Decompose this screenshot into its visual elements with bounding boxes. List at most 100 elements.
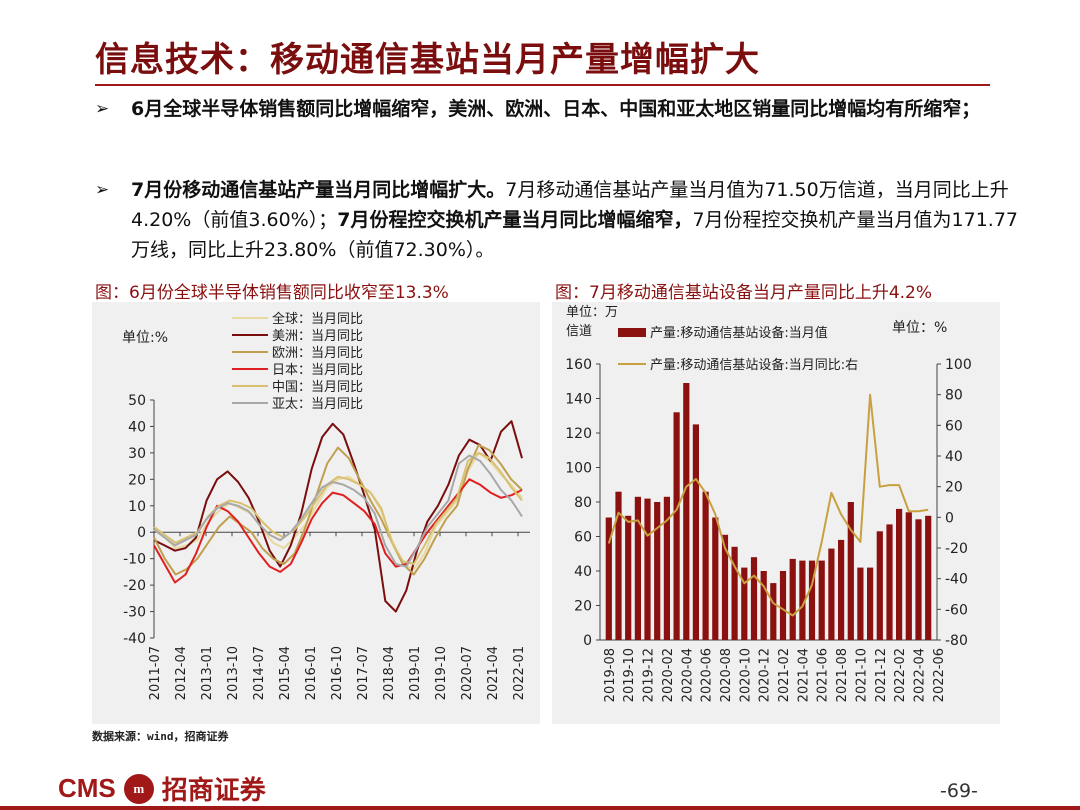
chart1-x-tick-label: 2016-01 [304, 646, 319, 700]
chart1-y-tick-label: 40 [128, 419, 146, 435]
chart2-bar [741, 567, 748, 640]
chart2-right-tick-label: 0 [945, 510, 954, 526]
chart2-x-tick-label: 2020-12 [758, 648, 773, 702]
chart1-legend-label: 美洲：当月同比 [272, 329, 363, 344]
chart2-right-unit-label: 单位：% [892, 320, 947, 336]
chart2-bar [838, 539, 845, 640]
chart1-x-tick-label: 2012-04 [174, 646, 189, 700]
chart2-x-tick-label: 2022-06 [932, 648, 947, 702]
chart2-right-tick-label: -20 [945, 541, 968, 557]
chart1-legend-label: 中国：当月同比 [272, 380, 363, 395]
chart2-right-tick-label: 20 [945, 480, 963, 496]
chart1-y-tick-label: 30 [128, 446, 146, 462]
chart2-left-tick-label: 80 [574, 495, 592, 511]
chart2-bar [779, 571, 787, 640]
bullet-arrow-icon: ➢ [95, 180, 110, 200]
chart2-bar [663, 496, 670, 640]
chart2-x-tick-label: 2021-12 [874, 648, 889, 702]
chart1-y-tick-label: -30 [123, 605, 146, 621]
chart2-bar [615, 491, 622, 640]
chart2-x-tick-label: 2019-08 [603, 648, 618, 702]
chart2-right-tick-label: 60 [945, 418, 963, 434]
chart2-bar [634, 496, 641, 640]
bullet-2-text-2: 7月份程控交换机产量当月值为171.77万线，同比上升23.80%（前值72.3… [131, 209, 1019, 261]
chart2-right-tick-label: 100 [945, 357, 972, 373]
chart2-bar [750, 557, 758, 640]
chart1-unit-label: 单位:% [122, 330, 168, 346]
bullet-arrow-icon: ➢ [95, 99, 110, 119]
chart2-bar [673, 412, 680, 640]
chart2-panel: 单位：万 信道 单位：% 160 140 120 100 80 60 40 20 0 100 80 60 40… [552, 302, 1000, 724]
chart2-bar [847, 502, 854, 640]
bullet-2: ➢ 7月份移动通信基站产量当月同比增幅扩大。7月移动通信基站产量当月值为71.5… [95, 175, 1025, 265]
footer-divider [0, 806, 1080, 810]
chart2-x-tick-label: 2021-10 [854, 648, 869, 702]
chart1-y-tick-label: -20 [123, 578, 146, 594]
bullet-1: ➢ 6月全球半导体销售额同比增幅缩窄，美洲、欧洲、日本、中国和亚太地区销量同比增… [95, 94, 1025, 124]
chart1-legend-label: 全球：当月同比 [272, 311, 363, 327]
chart1-y-tick-label: -10 [123, 552, 146, 568]
chart1-x-tick-label: 2017-07 [356, 646, 371, 700]
chart2-x-tick-label: 2021-06 [816, 648, 831, 702]
chart2-bar [721, 534, 729, 640]
chart1-series-line [153, 420, 523, 613]
chart2-left-tick-label: 20 [574, 599, 592, 615]
page-title: 信息技术：移动通信基站当月产量增幅扩大 [95, 40, 760, 80]
chart2-legend-label-bar: 产量:移动通信基站设备:当月值 [650, 325, 828, 341]
chart2-right-tick-label: -40 [945, 572, 968, 588]
chart1-panel: 单位:% 50 40 30 20 10 0 -10 -20 -30 -40 2011-07 2012-0… [92, 302, 540, 724]
chart1-x-tick-label: 2020-07 [460, 646, 475, 700]
chart1-y-tick-label: -40 [123, 631, 146, 647]
chart1-caption: 图：6月份全球半导体销售额同比收窄至13.3% [95, 283, 449, 303]
chart2-left-tick-label: 140 [565, 392, 592, 408]
bullet-2-text: 7月移动通信基站产量当月值为71.50万信道，当月同比上升4.20%（前值3.6… [131, 179, 1009, 231]
chart1-x-tick-label: 2019-01 [408, 646, 423, 700]
bullet-1-bold: 6月全球半导体销售额同比增幅缩窄，美洲、欧洲、日本、中国和亚太地区销量同比增幅均… [131, 98, 981, 120]
logo-mark-icon: m [123, 773, 154, 804]
chart2-caption: 图：7月移动通信基站设备当月产量同比上升4.2% [555, 283, 933, 303]
chart2-bar [605, 517, 612, 640]
chart2-x-tick-label: 2019-12 [642, 648, 657, 702]
chart2-bar [760, 571, 767, 640]
chart1-x-tick-label: 2021-04 [486, 646, 501, 700]
logo-cn-text: 招商证券 [161, 776, 266, 806]
chart2-bar [712, 517, 719, 640]
chart1-series-line [153, 454, 523, 568]
chart2-left-tick-label: 120 [565, 426, 592, 442]
chart2-right-tick-label: -60 [945, 602, 968, 618]
chart1-x-tick-label: 2015-04 [278, 646, 293, 700]
chart2-bar [915, 519, 922, 641]
chart2-bar [644, 498, 651, 640]
chart2-bar [925, 515, 932, 640]
company-logo: CMS m 招商证券 [58, 770, 266, 807]
chart1-y-tick-label: 10 [128, 499, 146, 515]
chart2-bar [789, 558, 796, 640]
chart1-x-tick-label: 2016-10 [330, 646, 345, 700]
chart1-legend-label: 日本：当月同比 [272, 363, 363, 378]
page-number: -69- [940, 780, 978, 802]
chart1-y-tick-label: 50 [128, 393, 146, 409]
chart2-left-unit-label: 单位：万 [566, 305, 618, 320]
chart2-bar [905, 512, 912, 640]
chart2-bar [886, 524, 893, 640]
chart2-x-tick-label: 2022-02 [893, 648, 908, 702]
chart1-legend-label: 亚太：当月同比 [272, 397, 363, 412]
chart2-bar [818, 560, 825, 640]
chart2-bar [828, 548, 835, 640]
chart2-bar [702, 491, 709, 640]
chart1-x-tick-label: 2018-04 [382, 646, 397, 700]
chart1-x-tick-label: 2011-07 [148, 646, 163, 700]
chart2-x-tick-label: 2021-02 [777, 648, 792, 702]
chart2-x-tick-label: 2021-08 [835, 648, 850, 702]
chart2-left-tick-label: 0 [583, 633, 592, 649]
chart1-y-tick-label: 20 [128, 472, 146, 488]
chart2-bar [867, 567, 874, 640]
chart2-x-tick-label: 2020-08 [719, 648, 734, 702]
chart2-left-tick-label: 100 [565, 461, 592, 477]
chart2-bar [683, 383, 690, 640]
chart2-x-tick-label: 2020-06 [700, 648, 715, 702]
chart2-yoy-line [607, 393, 929, 617]
chart2-bar [808, 560, 816, 640]
chart1-legend-label: 欧洲：当月同比 [272, 346, 363, 361]
